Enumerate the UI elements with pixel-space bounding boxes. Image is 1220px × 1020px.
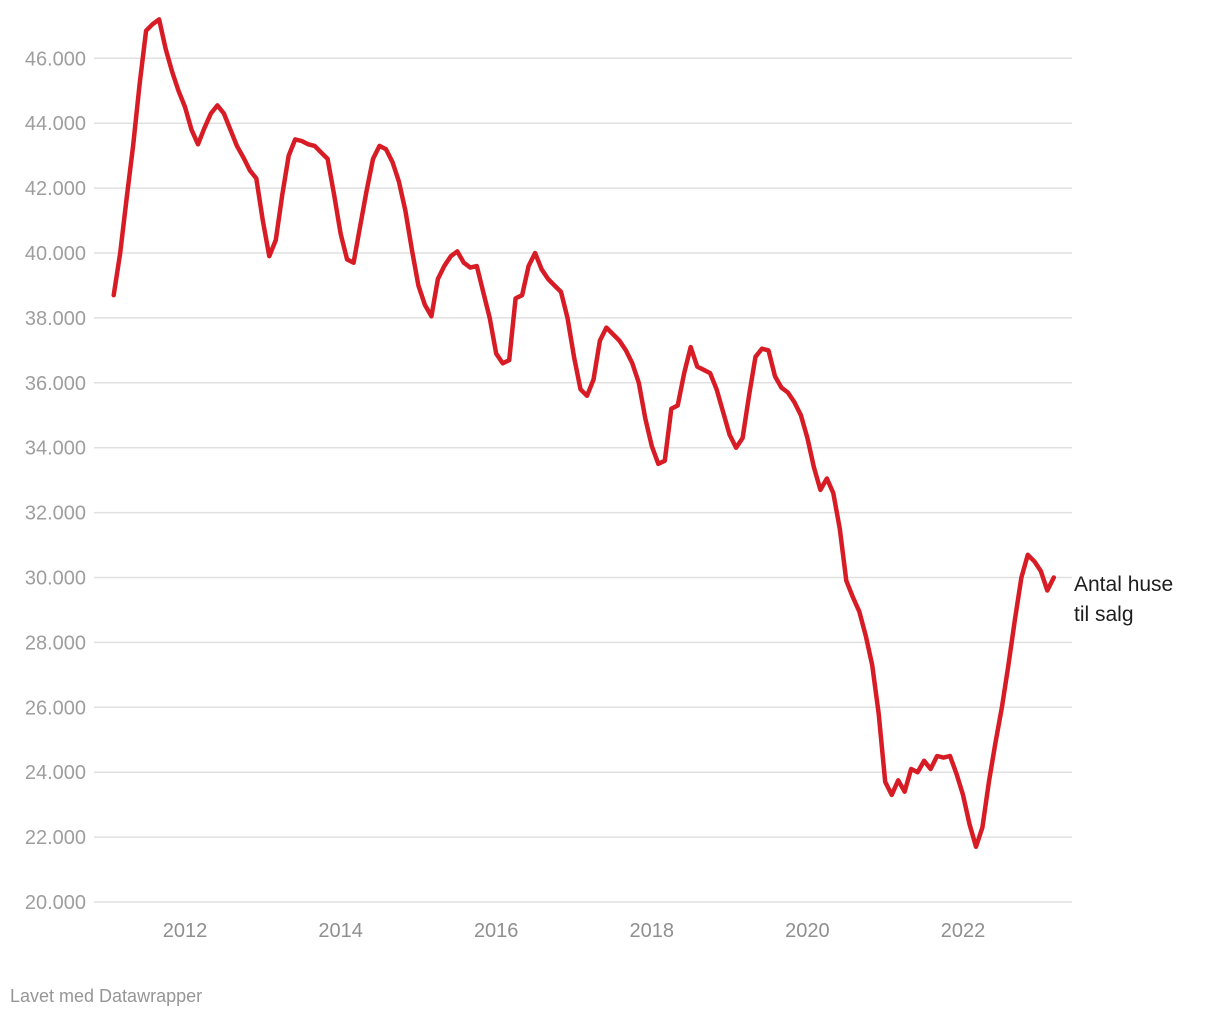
x-tick-label: 2022 bbox=[941, 920, 986, 942]
series-line-antal-huse bbox=[111, 17, 1057, 850]
y-tick-label: 34.000 bbox=[25, 438, 86, 460]
y-tick-label: 28.000 bbox=[25, 632, 86, 654]
series-annotation-line1: Antal huse bbox=[1074, 573, 1174, 596]
y-tick-label: 38.000 bbox=[25, 308, 86, 330]
y-tick-label: 30.000 bbox=[25, 568, 86, 590]
y-tick-label: 42.000 bbox=[25, 178, 86, 200]
attribution-link[interactable]: Lavet med Datawrapper bbox=[10, 986, 203, 1006]
series-annotation: Antal huse til salg bbox=[1074, 570, 1204, 630]
y-tick-label: 46.000 bbox=[25, 48, 86, 70]
y-tick-label: 24.000 bbox=[25, 762, 86, 784]
y-axis-labels: 20.000 22.000 24.000 26.000 28.000 30.000 32.0… bbox=[25, 48, 86, 914]
x-tick-label: 2012 bbox=[163, 920, 208, 942]
y-tick-label: 44.000 bbox=[25, 113, 86, 135]
series-annotation-line2: til salg bbox=[1074, 603, 1134, 626]
y-tick-label: 20.000 bbox=[25, 892, 86, 914]
x-tick-label: 2014 bbox=[318, 920, 363, 942]
y-tick-label: 26.000 bbox=[25, 697, 86, 719]
gridlines bbox=[94, 57, 1072, 903]
x-tick-label: 2018 bbox=[630, 920, 675, 942]
y-tick-label: 40.000 bbox=[25, 243, 86, 265]
y-tick-label: 36.000 bbox=[25, 373, 86, 395]
x-tick-label: 2016 bbox=[474, 920, 519, 942]
x-axis-labels: 2012 2014 2016 2018 2020 2022 bbox=[163, 920, 986, 942]
y-tick-label: 32.000 bbox=[25, 503, 86, 525]
y-tick-label: 22.000 bbox=[25, 827, 86, 849]
x-tick-label: 2020 bbox=[785, 920, 830, 942]
